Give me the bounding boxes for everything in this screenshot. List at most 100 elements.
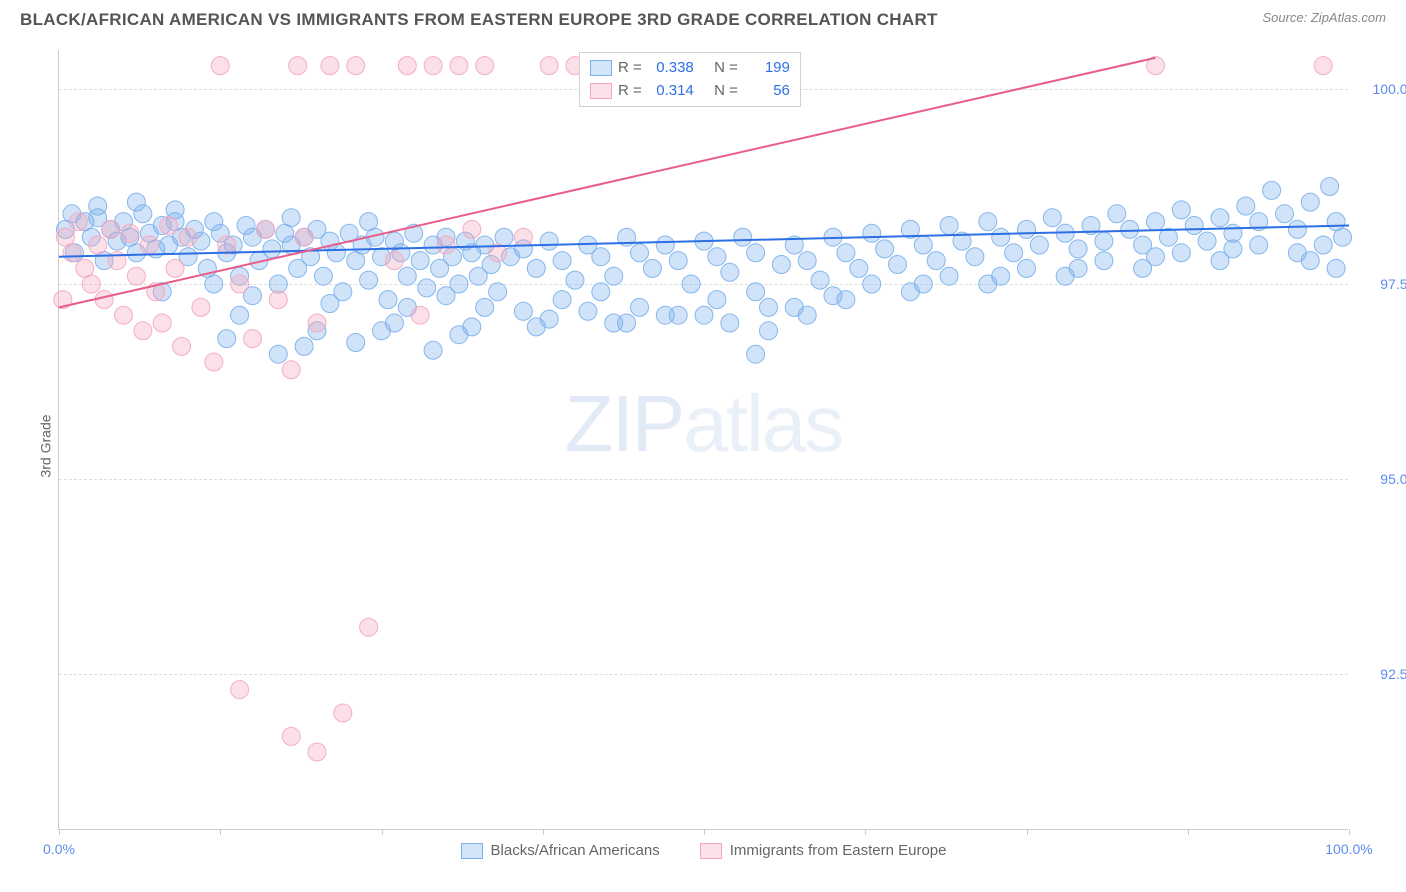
data-point (695, 306, 713, 324)
data-point (360, 618, 378, 636)
data-point (914, 236, 932, 254)
legend-swatch (461, 843, 483, 859)
x-tick-mark (382, 829, 383, 835)
data-point (89, 236, 107, 254)
data-point (863, 224, 881, 242)
data-point (127, 267, 145, 285)
data-point (179, 228, 197, 246)
data-point (721, 314, 739, 332)
data-point (231, 275, 249, 293)
data-point (321, 57, 339, 75)
data-point (398, 57, 416, 75)
data-point (1301, 193, 1319, 211)
data-point (1018, 259, 1036, 277)
legend-label: Immigrants from Eastern Europe (730, 842, 947, 859)
data-point (89, 197, 107, 215)
source-attribution: Source: ZipAtlas.com (1262, 10, 1386, 25)
data-point (760, 322, 778, 340)
data-point (1327, 259, 1345, 277)
data-point (1288, 220, 1306, 238)
data-point (1314, 57, 1332, 75)
x-tick-mark (865, 829, 866, 835)
source-link[interactable]: ZipAtlas.com (1311, 10, 1386, 25)
data-point (463, 220, 481, 238)
data-point (450, 326, 468, 344)
data-point (876, 240, 894, 258)
legend-label: Blacks/African Americans (491, 842, 660, 859)
x-tick-mark (543, 829, 544, 835)
data-point (437, 287, 455, 305)
x-tick-label: 0.0% (43, 841, 75, 857)
data-point (140, 236, 158, 254)
data-point (1147, 213, 1165, 231)
data-point (82, 275, 100, 293)
data-point (231, 306, 249, 324)
data-point (940, 267, 958, 285)
source-prefix: Source: (1262, 10, 1310, 25)
legend-row: R =0.338 N =199 (590, 57, 790, 80)
data-point (1095, 252, 1113, 270)
data-point (566, 271, 584, 289)
data-point (314, 267, 332, 285)
data-point (411, 306, 429, 324)
data-point (1211, 209, 1229, 227)
data-point (1069, 259, 1087, 277)
data-point (553, 291, 571, 309)
data-point (1185, 217, 1203, 235)
data-point (1314, 236, 1332, 254)
data-point (334, 704, 352, 722)
data-point (379, 291, 397, 309)
data-point (360, 213, 378, 231)
data-point (889, 256, 907, 274)
data-point (1301, 252, 1319, 270)
y-tick-label: 95.0% (1360, 471, 1406, 487)
data-point (321, 295, 339, 313)
data-point (218, 330, 236, 348)
data-point (1334, 228, 1352, 246)
data-point (1147, 248, 1165, 266)
x-tick-mark (1349, 829, 1350, 835)
data-point (979, 213, 997, 231)
data-point (914, 275, 932, 293)
data-point (656, 306, 674, 324)
data-point (282, 209, 300, 227)
r-label: R = (618, 57, 642, 80)
data-point (1121, 220, 1139, 238)
data-point (308, 743, 326, 761)
data-point (927, 252, 945, 270)
data-point (992, 267, 1010, 285)
data-point (450, 57, 468, 75)
data-point (95, 291, 113, 309)
data-point (747, 244, 765, 262)
data-point (127, 193, 145, 211)
chart-plot-area: ZIPatlas 92.5%95.0%97.5%100.0% 0.0%100.0… (58, 50, 1348, 830)
data-point (747, 345, 765, 363)
data-point (121, 224, 139, 242)
data-point (160, 217, 178, 235)
data-point (527, 318, 545, 336)
data-point (437, 236, 455, 254)
data-point (992, 228, 1010, 246)
data-point (1005, 244, 1023, 262)
n-label: N = (714, 57, 738, 80)
data-point (373, 322, 391, 340)
data-point (476, 298, 494, 316)
data-point (411, 252, 429, 270)
data-point (269, 291, 287, 309)
data-point (605, 314, 623, 332)
data-point (708, 291, 726, 309)
data-point (811, 271, 829, 289)
x-tick-mark (704, 829, 705, 835)
data-point (476, 57, 494, 75)
r-value: 0.338 (648, 57, 694, 80)
x-tick-mark (1027, 829, 1028, 835)
data-point (514, 302, 532, 320)
data-point (798, 252, 816, 270)
data-point (282, 361, 300, 379)
data-point (205, 275, 223, 293)
data-point (553, 252, 571, 270)
data-point (347, 57, 365, 75)
data-point (1172, 244, 1190, 262)
data-point (940, 217, 958, 235)
data-point (1030, 236, 1048, 254)
